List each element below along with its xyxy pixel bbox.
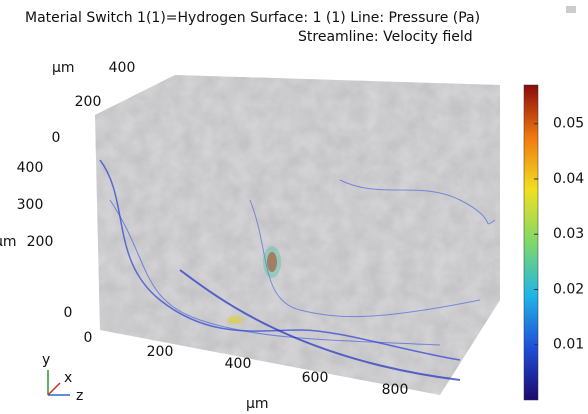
x-axis-tick-label: 400 [225,356,252,372]
x-axis-tick-label: 800 [382,382,409,398]
z-axis-tick-label: 300 [17,197,44,213]
z-axis-tick-label: 400 [17,160,44,176]
y-axis-tick-label: 200 [75,94,102,110]
colorbar-tick-label: 0.01 [553,337,584,353]
chart-title: Material Switch 1(1)=Hydrogen Surface: 1… [25,10,480,26]
z-axis-label: μm [0,234,17,250]
triad-label: z [76,388,83,404]
colorbar-tick-label: 0.05 [553,116,584,132]
toolbar-icon[interactable] [566,6,576,13]
geometry [95,75,500,395]
x-axis-tick-label: 200 [147,344,174,360]
triad-label: y [42,352,50,368]
colorbar-tick-label: 0.04 [553,171,584,187]
x-axis-tick-label: 0 [84,330,93,346]
colorbar-tick-label: 0.03 [553,226,584,242]
z-axis-tick-label: 0 [64,305,73,321]
x-axis-label: μm [246,396,269,412]
y-axis-label: μm [52,60,75,76]
y-axis-tick-label: 0 [52,130,61,146]
colorbar [523,84,539,401]
chart-subtitle: Streamline: Velocity field [298,29,473,45]
triad [47,370,70,396]
colorbar-tick-label: 0.02 [553,281,584,297]
z-axis-tick-label: 200 [27,234,54,250]
y-axis-tick-label: 400 [109,60,136,76]
triad-label: x [64,370,72,386]
x-axis-tick-label: 600 [302,370,329,386]
